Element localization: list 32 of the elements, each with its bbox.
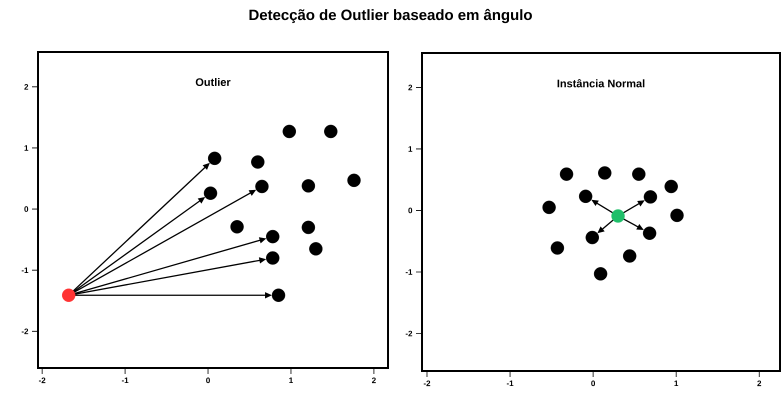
point [560,167,574,181]
point [266,251,280,265]
point [282,124,296,138]
point [302,220,316,234]
point [632,167,646,181]
point [347,174,361,188]
point [670,208,684,222]
point [204,186,218,200]
point [62,288,76,302]
point [230,220,244,234]
point [272,288,286,302]
point [594,267,608,281]
point [598,166,612,180]
point [578,190,592,204]
point [586,230,599,244]
point [251,155,264,169]
point [664,180,678,194]
point [622,249,636,263]
point [309,242,323,256]
chart-title: Detecção de Outlier baseado em ângulo [249,8,532,24]
text: Outlier [196,78,230,86]
text: Instância Normal [558,79,644,88]
point [255,180,269,194]
point [302,179,316,193]
point [542,200,556,214]
point [324,124,338,138]
point [642,226,656,240]
point [550,241,564,255]
point [266,230,280,244]
point [611,209,625,223]
point [644,190,658,204]
point [208,152,222,166]
